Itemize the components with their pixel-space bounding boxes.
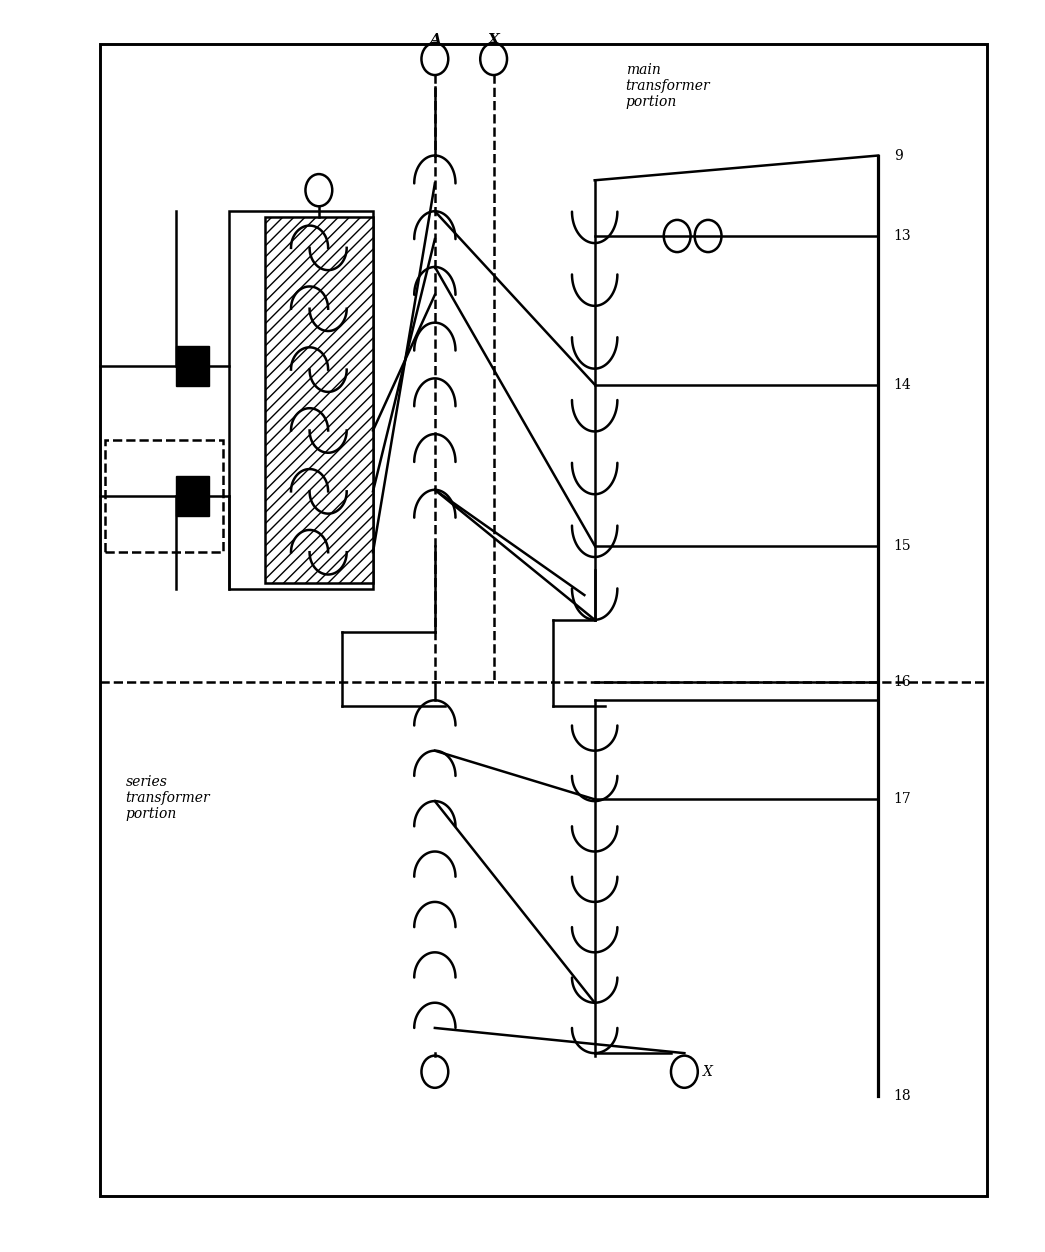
Text: 13: 13 (893, 229, 911, 243)
Text: 16: 16 (893, 675, 911, 689)
Bar (104, 441, 224, 552)
Bar (176, 347, 209, 386)
Text: 14: 14 (893, 378, 911, 392)
Bar (229, 212, 373, 588)
Text: 15: 15 (893, 538, 911, 552)
Text: X: X (703, 1064, 713, 1079)
Text: 18: 18 (893, 1089, 911, 1103)
Bar (264, 218, 373, 582)
Bar (99, 44, 986, 1196)
Text: series
transformer
portion: series transformer portion (125, 775, 210, 821)
Text: main
transformer
portion: main transformer portion (626, 63, 711, 109)
Bar (176, 476, 209, 516)
Text: X: X (488, 33, 500, 46)
Text: 9: 9 (893, 149, 903, 163)
Text: 17: 17 (893, 793, 911, 806)
Text: A: A (428, 33, 441, 46)
